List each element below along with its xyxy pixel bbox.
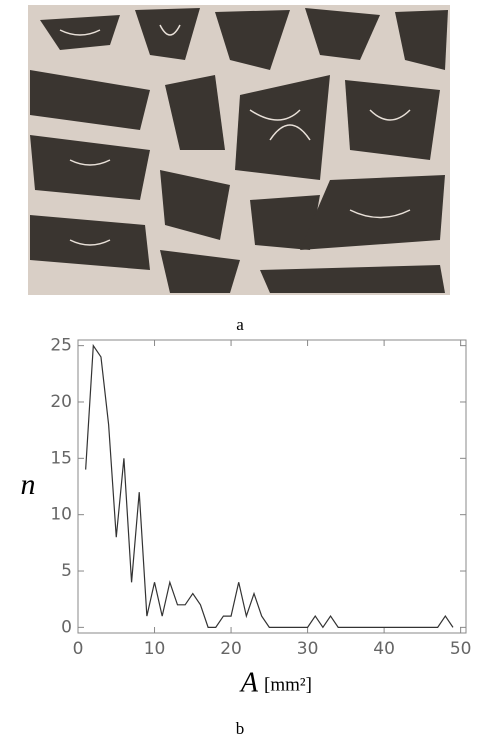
y-tick-label: 10 [50,505,72,525]
plot-frame [77,339,467,634]
photo [28,5,450,295]
x-tick-label: 30 [297,639,319,659]
x-tick-label: 50 [450,639,472,659]
y-tick-label: 5 [61,561,72,581]
y-axis-label: n [21,468,36,501]
x-tick-label: 40 [373,639,395,659]
y-tick-label: 20 [50,392,72,412]
panel-label: a [236,315,244,334]
y-tick-label: 25 [50,336,72,356]
x-tick-label: 10 [144,639,166,659]
data-line [85,343,454,629]
panel-label: b [236,719,245,738]
x-axis-label: A [239,667,259,698]
x-tick-label: 0 [73,639,84,659]
y-tick-label: 15 [50,448,72,468]
y-tick-label: 0 [61,617,72,637]
x-axis-unit: [mm²] [264,674,312,695]
x-tick-label: 20 [220,639,242,659]
